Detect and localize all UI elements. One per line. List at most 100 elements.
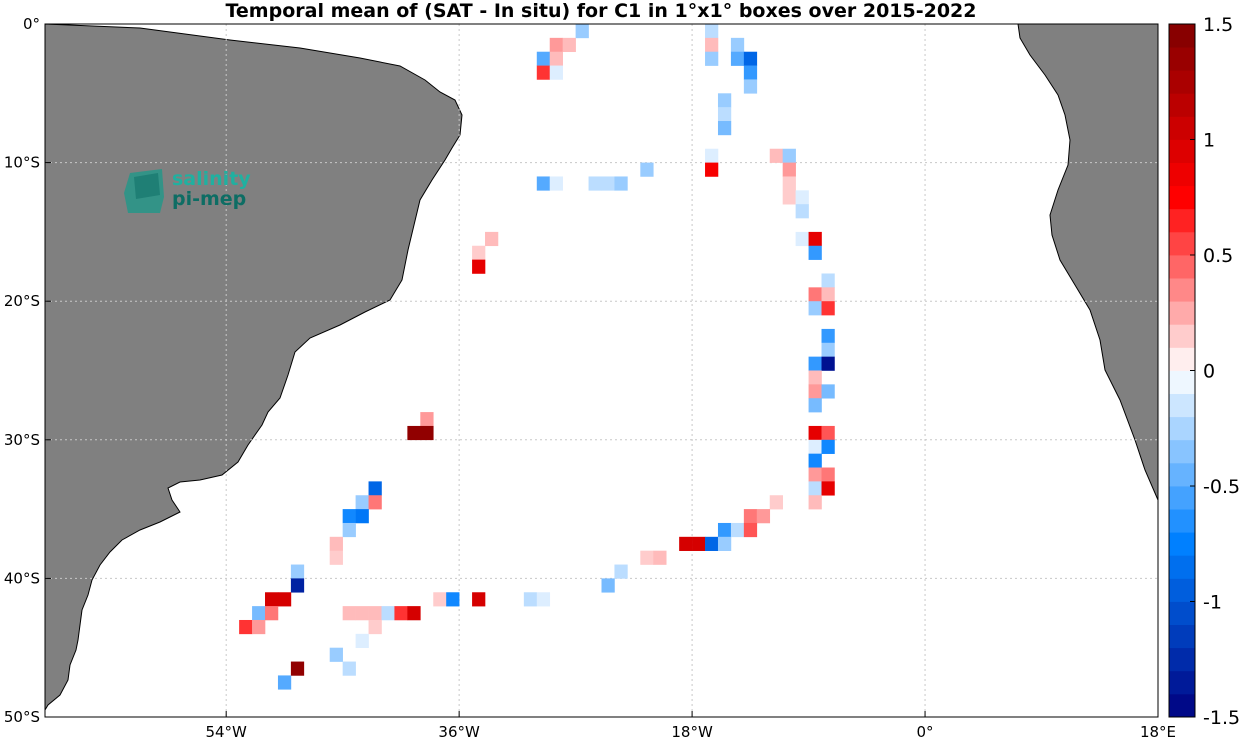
data-cell (821, 287, 835, 302)
colorbar-tick-label: -1 (1203, 592, 1222, 614)
data-cell (420, 425, 434, 441)
data-cell (407, 606, 421, 621)
data-cell (472, 592, 486, 607)
data-cell (717, 121, 732, 136)
data-cell (394, 606, 408, 621)
data-cell (407, 425, 421, 441)
colorbar-segment (1169, 555, 1195, 579)
colorbar-segment (1169, 578, 1195, 602)
data-cell (821, 439, 835, 454)
colorbar-segment (1169, 416, 1195, 441)
x-tick-label: 0° (917, 723, 934, 740)
data-cell (769, 495, 783, 510)
data-cell (795, 190, 809, 205)
colorbar-segment (1169, 439, 1195, 464)
y-tick-label: 30°S (4, 431, 40, 449)
data-cell (485, 231, 499, 247)
colorbar-tick-label: 1 (1203, 130, 1215, 152)
data-cell (265, 592, 279, 607)
y-tick-label: 50°S (4, 708, 40, 726)
data-cell (640, 550, 654, 565)
data-cell (277, 675, 292, 690)
data-cell (730, 51, 745, 66)
data-cell (446, 592, 460, 607)
colorbar-segment (1169, 532, 1195, 556)
x-tick-label: 18°E (1140, 723, 1176, 740)
data-cell (808, 287, 822, 302)
data-cell (329, 647, 343, 662)
data-cell (549, 37, 563, 53)
logo-text-salinity: salinity (172, 168, 251, 190)
data-cell (536, 592, 551, 607)
data-cell (381, 606, 395, 621)
data-cell (549, 176, 563, 191)
data-cell (355, 509, 369, 524)
data-cell (420, 412, 434, 427)
x-tick-label: 54°W (205, 723, 247, 740)
data-cell (821, 356, 835, 371)
data-cell (329, 536, 343, 551)
data-cell (821, 481, 835, 496)
map-frame (44, 23, 1159, 718)
data-cell (290, 578, 305, 593)
data-cell (808, 370, 822, 385)
colorbar-tick-label: 0 (1203, 361, 1215, 383)
data-cell (523, 592, 538, 607)
colorbar-segment (1169, 185, 1195, 210)
data-cell (821, 384, 835, 399)
data-cell (342, 522, 356, 538)
data-cell (808, 467, 822, 482)
data-cell (472, 245, 486, 260)
colorbar-tick-label: 0.5 (1203, 245, 1233, 267)
data-cell (640, 162, 654, 177)
data-cell (730, 37, 745, 53)
data-cell (756, 509, 771, 524)
data-cell (705, 536, 719, 551)
colorbar-segment (1169, 324, 1195, 348)
colorbar-segment (1169, 393, 1195, 418)
data-cell (717, 522, 732, 538)
y-axis-ticks: 0° 10°S 20°S 30°S 40°S 50°S (4, 15, 51, 726)
colorbar-segment (1169, 462, 1195, 487)
data-cell (705, 148, 719, 163)
data-cell (252, 606, 266, 621)
data-cell (821, 328, 835, 344)
data-cell (601, 176, 615, 191)
data-cell (277, 592, 292, 607)
colorbar: 1.5 1 0.5 0 -0.5 -1 -1.5 (1168, 14, 1239, 729)
data-cell (290, 661, 305, 676)
y-tick-label: 10°S (4, 154, 40, 172)
data-cell (808, 495, 822, 510)
data-cell (601, 578, 615, 593)
data-cell (782, 162, 796, 177)
data-cell (342, 661, 356, 676)
data-cell (342, 606, 356, 621)
data-cell (821, 467, 835, 482)
colorbar-segment (1169, 208, 1195, 233)
colorbar-segment (1169, 370, 1195, 394)
data-cell (355, 606, 369, 621)
logo-text-pi-mep: pi-mep (172, 188, 246, 210)
colorbar-tick-label: -1.5 (1203, 707, 1239, 729)
data-cell (614, 564, 628, 579)
data-cell (717, 107, 732, 122)
data-cell (808, 231, 822, 247)
colorbar-segment (1169, 278, 1195, 302)
data-cell (329, 550, 343, 565)
data-cell (808, 356, 822, 371)
colorbar-segment (1169, 162, 1195, 187)
colorbar-segment (1169, 255, 1195, 279)
data-cell (821, 273, 835, 288)
data-cell (808, 453, 822, 468)
data-cell (653, 550, 667, 565)
data-cell (239, 619, 253, 635)
data-cell (821, 342, 835, 357)
y-tick-label: 20°S (4, 292, 40, 310)
data-cell (808, 481, 822, 496)
data-cell (808, 245, 822, 260)
data-cell (743, 79, 758, 94)
data-cell (743, 51, 758, 66)
colorbar-segment (1169, 486, 1195, 510)
data-cell (705, 37, 719, 53)
data-cell (472, 259, 486, 274)
